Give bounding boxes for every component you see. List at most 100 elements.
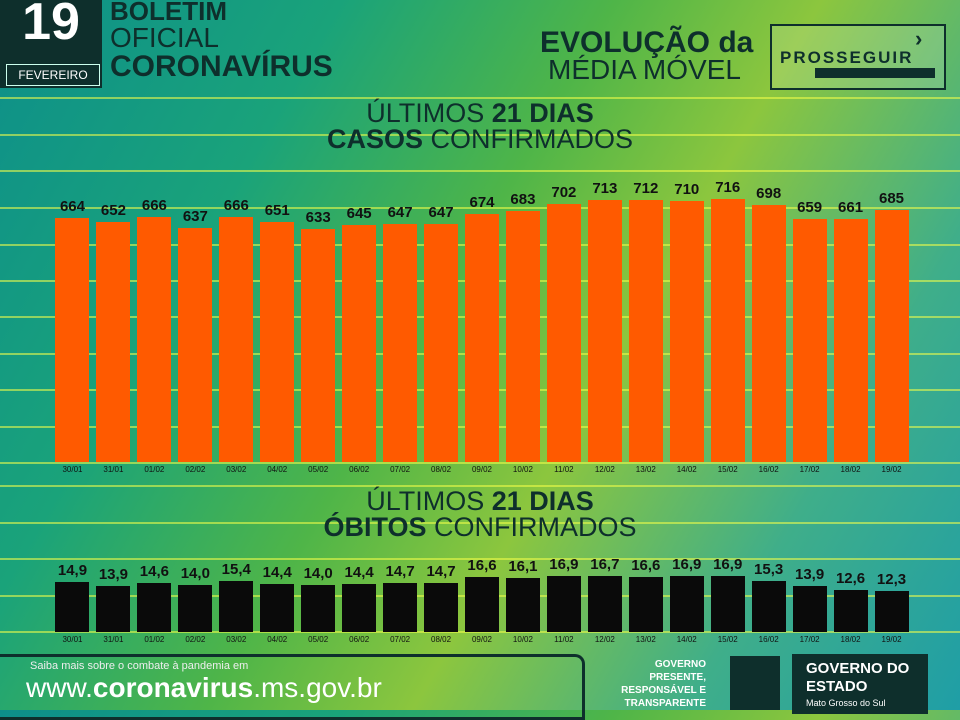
value-label: 14,7 xyxy=(426,563,456,580)
tick-label: 01/02 xyxy=(144,465,165,474)
tick-label: 05/02 xyxy=(308,465,329,474)
value-label: 661 xyxy=(838,198,864,216)
bar-02/02 xyxy=(178,585,213,632)
value-label: 645 xyxy=(346,204,372,222)
bar-07/02 xyxy=(383,223,418,462)
tick-label: 06/02 xyxy=(349,635,370,644)
footer-info: Saiba mais sobre o combate à pandemia em xyxy=(30,660,249,672)
bar-12/02 xyxy=(587,199,622,462)
value-label: 14,6 xyxy=(139,563,169,581)
tick-label: 12/02 xyxy=(594,465,615,474)
value-label: 647 xyxy=(428,203,454,221)
tick-label: 02/02 xyxy=(185,465,206,474)
value-label: 15,3 xyxy=(754,561,784,578)
value-label: 666 xyxy=(141,196,167,214)
tick-label: 08/02 xyxy=(431,635,452,644)
value-label: 683 xyxy=(510,190,536,208)
bar-12/02 xyxy=(587,576,622,632)
website-link[interactable]: www.coronavirus.ms.gov.br xyxy=(26,672,382,703)
value-label: 664 xyxy=(59,197,85,215)
prosseguir-text: PROSSEGUIR xyxy=(780,48,914,67)
value-label: 16,6 xyxy=(467,556,497,574)
value-label: 713 xyxy=(592,179,618,197)
bar-01/02 xyxy=(137,216,172,462)
value-label: 14,9 xyxy=(57,562,88,580)
bar-07/02 xyxy=(383,583,418,632)
bar-13/02 xyxy=(628,199,663,462)
value-label: 652 xyxy=(100,202,126,220)
bar-17/02 xyxy=(792,219,827,462)
tick-label: 07/02 xyxy=(390,635,411,644)
value-label: 702 xyxy=(551,183,577,201)
chevron-right-icon: › xyxy=(915,26,923,51)
tick-label: 03/02 xyxy=(226,635,247,644)
tick-label: 05/02 xyxy=(308,635,329,644)
value-label: 685 xyxy=(879,189,905,207)
value-label: 14,4 xyxy=(344,564,374,581)
bar-18/02 xyxy=(833,218,868,462)
prosseguir-subbar xyxy=(815,68,935,78)
value-label: 674 xyxy=(469,193,495,211)
coronavirus-label: CORONAVÍRUS xyxy=(110,50,333,83)
bar-06/02 xyxy=(342,224,377,462)
tick-label: 16/02 xyxy=(758,465,779,474)
prosseguir-logo xyxy=(770,24,946,90)
tick-label: 13/02 xyxy=(635,635,656,644)
value-label: 698 xyxy=(756,185,782,203)
tick-label: 13/02 xyxy=(635,465,656,474)
bar-31/01 xyxy=(96,585,131,632)
bar-30/01 xyxy=(55,582,90,632)
tick-label: 19/02 xyxy=(881,635,902,644)
tick-label: 12/02 xyxy=(594,635,615,644)
bar-10/02 xyxy=(505,578,540,632)
tick-label: 06/02 xyxy=(349,465,370,474)
tick-label: 30/01 xyxy=(62,635,83,644)
bar-13/02 xyxy=(628,576,663,632)
tick-label: 07/02 xyxy=(390,465,411,474)
bar-30/01 xyxy=(55,217,90,462)
bar-15/02 xyxy=(710,575,745,632)
bar-31/01 xyxy=(96,222,131,462)
tick-label: 10/02 xyxy=(512,635,533,644)
tick-label: 31/01 xyxy=(103,635,124,644)
value-label: 710 xyxy=(674,180,700,198)
value-label: 647 xyxy=(387,203,413,221)
bar-08/02 xyxy=(424,583,459,632)
bar-05/02 xyxy=(301,585,336,632)
bar-18/02 xyxy=(833,590,868,632)
tick-label: 03/02 xyxy=(226,465,247,474)
value-label: 12,3 xyxy=(876,571,907,588)
bar-14/02 xyxy=(669,575,704,632)
bar-06/02 xyxy=(342,584,377,632)
tick-label: 01/02 xyxy=(144,635,165,644)
tick-label: 11/02 xyxy=(554,465,574,474)
tick-label: 02/02 xyxy=(185,635,206,644)
tick-label: 18/02 xyxy=(840,635,861,644)
value-label: 16,9 xyxy=(713,555,743,573)
tick-label: 14/02 xyxy=(676,465,697,474)
tick-label: 04/02 xyxy=(267,465,288,474)
governo-estado-logo xyxy=(792,654,928,714)
value-label: 15,4 xyxy=(221,560,251,578)
value-label: 16,1 xyxy=(508,558,538,576)
bar-19/02 xyxy=(874,209,909,462)
tick-label: 19/02 xyxy=(881,465,902,474)
bar-09/02 xyxy=(465,576,499,632)
bar-05/02 xyxy=(301,229,336,462)
value-label: 659 xyxy=(797,199,823,217)
tick-label: 15/02 xyxy=(717,635,738,644)
oficial-label: OFICIAL xyxy=(110,22,219,53)
tick-label: 10/02 xyxy=(512,465,533,474)
governo-estado-sub: Mato Grosso do Sul xyxy=(806,698,886,708)
bar-16/02 xyxy=(751,205,786,462)
tick-label: 16/02 xyxy=(758,635,779,644)
governo-estado-text: GOVERNO DO ESTADO xyxy=(806,660,910,695)
tick-label: 09/02 xyxy=(471,635,493,644)
governo-presente-text: GOVERNO PRESENTE, RESPONSÁVEL E TRANSPAR… xyxy=(621,659,706,709)
tick-label: 11/02 xyxy=(554,635,574,644)
value-label: 14,4 xyxy=(262,564,292,581)
bar-16/02 xyxy=(751,581,786,632)
bar-09/02 xyxy=(465,213,499,462)
